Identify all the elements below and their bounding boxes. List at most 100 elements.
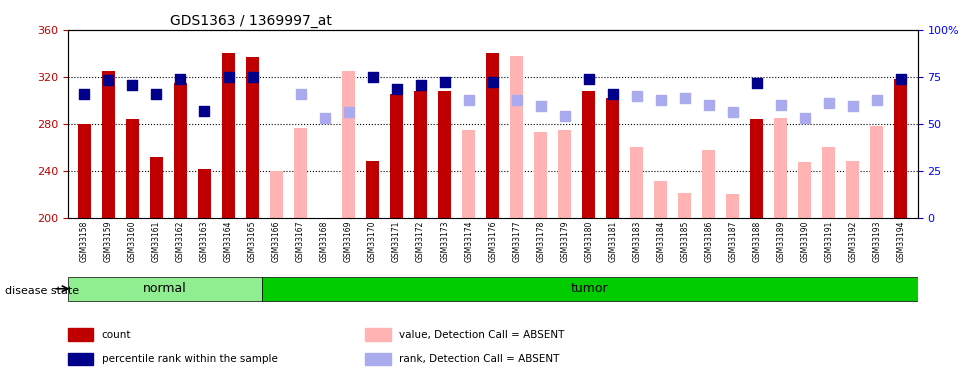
Point (317, 115, 332, 121)
Text: GSM33158: GSM33158 (80, 220, 89, 262)
Bar (870, 126, 884, 218)
Text: GSM33190: GSM33190 (801, 220, 810, 262)
Bar (726, 194, 739, 217)
Text: GSM33186: GSM33186 (704, 220, 713, 262)
Text: tumor: tumor (571, 282, 609, 295)
Text: count: count (101, 330, 131, 340)
Point (221, 74, 237, 80)
Bar (678, 193, 692, 217)
Bar (438, 91, 451, 218)
Point (197, 108, 213, 114)
Bar (702, 150, 716, 217)
Text: normal: normal (143, 282, 186, 295)
Bar (798, 162, 811, 218)
Bar (68, 328, 93, 340)
Point (100, 77, 116, 83)
Bar (365, 353, 390, 365)
Bar (126, 119, 139, 218)
Bar (101, 71, 115, 217)
Point (557, 112, 573, 118)
Text: GSM33180: GSM33180 (584, 220, 593, 262)
Bar (342, 71, 355, 217)
Text: GSM33177: GSM33177 (512, 220, 522, 262)
Point (821, 100, 837, 106)
Bar (534, 132, 548, 218)
Bar (294, 128, 307, 217)
Point (581, 76, 596, 82)
Bar (486, 54, 499, 217)
Text: GSM33192: GSM33192 (848, 220, 858, 262)
Text: percentile rank within the sample: percentile rank within the sample (101, 354, 277, 364)
Text: GSM33169: GSM33169 (344, 220, 354, 262)
Text: GSM33161: GSM33161 (152, 220, 161, 262)
Point (749, 80, 764, 86)
Point (845, 103, 861, 109)
Point (629, 93, 644, 99)
Point (341, 109, 356, 115)
Bar (462, 130, 475, 218)
Text: GSM33178: GSM33178 (536, 220, 545, 262)
Bar (582, 91, 595, 218)
Point (533, 103, 549, 109)
Point (773, 102, 788, 108)
Text: GSM33170: GSM33170 (368, 220, 377, 262)
Point (149, 92, 164, 98)
Text: GSM33184: GSM33184 (656, 220, 666, 262)
Point (725, 109, 741, 115)
Text: GSM33166: GSM33166 (272, 220, 281, 262)
Text: GSM33183: GSM33183 (632, 220, 641, 262)
Bar (606, 98, 619, 218)
Text: GSM33187: GSM33187 (728, 220, 737, 262)
Bar (895, 79, 907, 218)
Text: GSM33172: GSM33172 (416, 220, 425, 262)
Point (869, 98, 885, 104)
Text: GSM33164: GSM33164 (224, 220, 233, 262)
Bar (198, 170, 212, 217)
Text: GSM33174: GSM33174 (464, 220, 473, 262)
Bar (174, 83, 187, 218)
Bar (510, 56, 524, 217)
Bar (365, 328, 390, 340)
FancyBboxPatch shape (68, 277, 262, 301)
Text: GSM33167: GSM33167 (296, 220, 305, 262)
Bar (246, 57, 259, 217)
Point (244, 74, 260, 80)
Text: rank, Detection Call = ABSENT: rank, Detection Call = ABSENT (399, 354, 559, 364)
Text: GSM33189: GSM33189 (777, 220, 785, 262)
Point (461, 98, 476, 104)
Point (485, 79, 500, 85)
Text: disease state: disease state (5, 286, 79, 296)
Text: GSM33171: GSM33171 (392, 220, 401, 262)
Point (293, 92, 308, 98)
Text: GSM33179: GSM33179 (560, 220, 569, 262)
Bar (558, 130, 571, 218)
Bar (414, 91, 427, 218)
Text: GSM33194: GSM33194 (896, 220, 905, 262)
Point (653, 98, 668, 104)
Point (437, 79, 452, 85)
Text: GSM33173: GSM33173 (440, 220, 449, 262)
Point (677, 95, 693, 101)
Bar (774, 118, 787, 218)
Point (173, 76, 188, 82)
Point (389, 86, 405, 92)
Text: GSM33188: GSM33188 (753, 220, 761, 262)
Bar (751, 119, 763, 218)
Bar (366, 161, 380, 218)
Text: value, Detection Call = ABSENT: value, Detection Call = ABSENT (399, 330, 564, 340)
Bar (654, 181, 668, 218)
Bar (78, 124, 91, 218)
Point (125, 82, 140, 88)
Text: GSM33159: GSM33159 (104, 220, 113, 262)
Point (701, 102, 717, 108)
Bar (270, 171, 283, 217)
Text: GDS1363 / 1369997_at: GDS1363 / 1369997_at (170, 13, 331, 28)
Text: GSM33160: GSM33160 (128, 220, 137, 262)
Text: GSM33191: GSM33191 (824, 220, 834, 262)
Bar (222, 54, 235, 217)
Text: GSM33176: GSM33176 (488, 220, 497, 262)
Text: GSM33168: GSM33168 (320, 220, 329, 262)
Text: GSM33193: GSM33193 (872, 220, 881, 262)
FancyBboxPatch shape (262, 277, 918, 301)
Bar (68, 353, 93, 365)
